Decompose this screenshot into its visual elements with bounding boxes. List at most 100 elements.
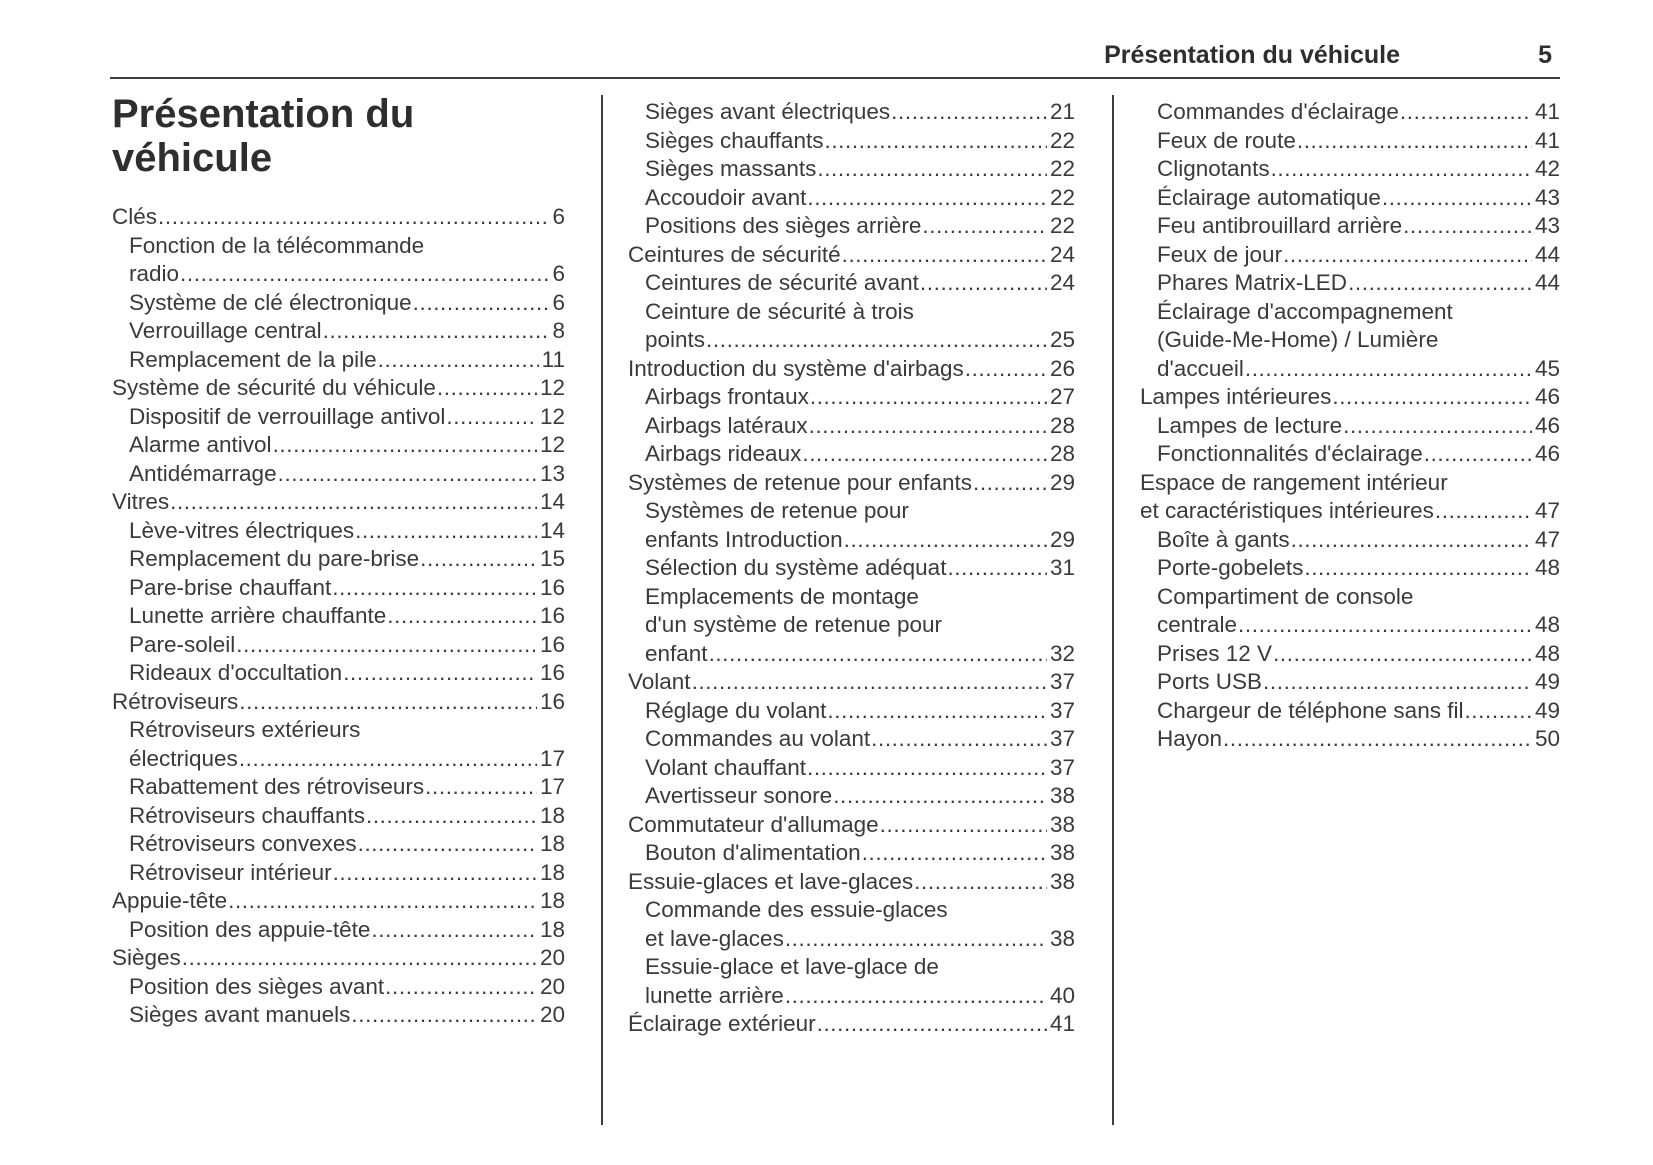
toc-entry-line: Sièges avant manuels 20 [129, 1001, 565, 1030]
toc-entry-line: Clignotants 42 [1157, 155, 1560, 184]
toc-entry: Introduction du système d'airbags 26 [628, 355, 1075, 384]
toc-page-number: 48 [1534, 640, 1560, 666]
toc-dot-leader [1382, 184, 1532, 213]
toc-entry: Éclairage d'accompagnement (Guide-Me-Home… [1140, 298, 1560, 384]
toc-entry-label: Commutateur d'allumage [628, 811, 879, 837]
toc-entry: Hayon 50 [1140, 725, 1560, 754]
toc-entry-label: Sièges [112, 945, 181, 970]
toc-entry-label: Vitres [112, 489, 170, 514]
toc-entry-label: Remplacement du pare-brise [129, 546, 420, 571]
toc-dot-leader [425, 773, 537, 802]
toc-entry: Sièges massants 22 [628, 155, 1075, 184]
toc-page-number: 46 [1534, 384, 1560, 409]
toc-entry-line: Hayon 50 [1157, 725, 1560, 754]
toc-entry: Rabattement des rétroviseurs 17 [112, 773, 565, 802]
toc-dot-leader [239, 745, 537, 774]
toc-entry: Commandes d'éclairage 41 [1140, 98, 1560, 127]
toc-dot-leader [692, 668, 1047, 697]
toc-page-number: 22 [1049, 127, 1075, 153]
toc-entry-line: Volant 37 [628, 668, 1075, 697]
toc-entry-label: Sièges avant électriques [645, 99, 891, 124]
toc-entry: Ceintures de sécurité 24 [628, 241, 1075, 270]
toc-page-number: 20 [539, 973, 565, 999]
toc-entry-label: Position des appuie-tête [129, 916, 371, 942]
toc-dot-leader [810, 383, 1047, 412]
toc-entry-line: Sièges chauffants 22 [645, 127, 1075, 156]
toc-dot-leader [1464, 697, 1532, 726]
toc-entry: Phares Matrix-LED 44 [1140, 269, 1560, 298]
toc-entry-line: Airbags rideaux 28 [645, 440, 1075, 469]
toc-entry-line: Éclairage automatique 43 [1157, 184, 1560, 213]
toc-dot-leader [323, 317, 550, 346]
toc-page-number: 22 [1049, 184, 1075, 210]
toc-entry-line: Ceintures de sécurité 24 [628, 241, 1075, 270]
toc-entry-label: points [645, 327, 706, 352]
toc-page-number: 41 [1534, 127, 1560, 153]
toc-entry-line: Avertisseur sonore 38 [645, 782, 1075, 811]
toc-page-number: 43 [1534, 213, 1560, 238]
toc-entry-label: Systèmes de retenue pour enfants [628, 469, 972, 495]
toc-entry-line: Commandes au volant 37 [645, 725, 1075, 754]
header-page-number: 5 [1538, 41, 1552, 69]
toc-page-number: 46 [1534, 441, 1560, 466]
toc-page-number: 6 [552, 261, 565, 286]
toc-dot-leader [922, 212, 1047, 241]
toc-entry-line: Dispositif de verrouillage antivol 12 [129, 403, 565, 432]
toc-dot-leader [182, 944, 537, 973]
toc-entry-line: Rétroviseurs 16 [112, 688, 565, 717]
toc-page-number: 11 [541, 346, 565, 372]
toc-entry-line: Rétroviseurs convexes 18 [129, 830, 565, 859]
toc-dot-leader [236, 631, 537, 660]
toc-entry-label: Prises 12 V [1157, 640, 1273, 666]
toc-entries-column-1: Clés6Fonction de la télécommanderadio6Sy… [112, 203, 565, 1030]
toc-dot-leader [332, 574, 537, 603]
toc-entry: Remplacement du pare-brise 15 [112, 545, 565, 574]
toc-page-number: 37 [1049, 669, 1075, 694]
toc-dot-leader [844, 526, 1047, 555]
toc-entry-line: Rétroviseur intérieur 18 [129, 859, 565, 888]
toc-dot-leader [385, 973, 537, 1002]
toc-page-number: 29 [1049, 526, 1075, 552]
toc-entry: Boîte à gants 47 [1140, 526, 1560, 555]
toc-dot-leader [862, 839, 1047, 868]
toc-dot-leader [378, 346, 539, 375]
toc-entry: Lampes intérieures 46 [1140, 383, 1560, 412]
toc-page-number: 44 [1534, 270, 1560, 295]
toc-dot-leader [871, 725, 1047, 754]
toc-dot-leader [947, 554, 1047, 583]
toc-entry-label: Lève-vitres électriques [129, 517, 355, 543]
toc-entry: Système de sécurité du véhicule 12 [112, 374, 565, 403]
toc-entry: Clés 6 [112, 203, 565, 232]
toc-dot-leader [891, 98, 1047, 127]
toc-page-number: 49 [1534, 669, 1560, 694]
toc-entry-label: Rétroviseurs convexes [129, 831, 357, 856]
toc-entry-line: Sièges avant électriques 21 [645, 98, 1075, 127]
toc-entry-label: Système de clé électronique [129, 289, 412, 315]
toc-entry-line: enfants Introduction 29 [645, 526, 1075, 555]
toc-entry-line: Rétroviseurs extérieurs [129, 717, 361, 742]
toc-dot-leader [239, 688, 537, 717]
toc-page-number: 25 [1049, 327, 1075, 352]
toc-entry: Éclairage automatique 43 [1140, 184, 1560, 213]
toc-entry-line: Lève-vitres électriques 14 [129, 517, 565, 546]
toc-entry-label: Ceintures de sécurité [628, 241, 841, 267]
toc-dot-leader [1291, 526, 1532, 555]
toc-entry: Volant chauffant 37 [628, 754, 1075, 783]
toc-entry-line: Remplacement du pare-brise 15 [129, 545, 565, 574]
toc-entry-label: Clignotants [1157, 156, 1270, 181]
toc-dot-leader [973, 469, 1047, 498]
toc-page-number: 38 [1049, 868, 1075, 894]
toc-dot-leader [824, 127, 1047, 156]
toc-page-number: 48 [1534, 555, 1560, 580]
toc-dot-leader [785, 925, 1047, 954]
toc-entry-label: Fonctionnalités d'éclairage [1157, 441, 1423, 466]
toc-entry: Ports USB 49 [1140, 668, 1560, 697]
column-divider [601, 95, 603, 1125]
toc-page-number: 50 [1534, 726, 1560, 751]
toc-entry: Feu antibrouillard arrière 43 [1140, 212, 1560, 241]
toc-entry-line: Bouton d'alimentation 38 [645, 839, 1075, 868]
toc-entry-line: Lampes intérieures 46 [1140, 383, 1560, 412]
toc-entry: Essuie-glaces et lave-glaces 38 [628, 868, 1075, 897]
toc-dot-leader [228, 887, 537, 916]
